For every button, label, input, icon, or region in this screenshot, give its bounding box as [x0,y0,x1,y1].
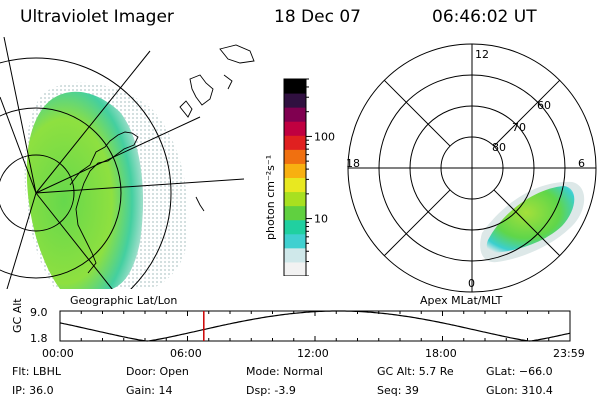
colorbar-unit-label: photon cm⁻²s⁻¹ [264,154,277,240]
info-dsp: Dsp: -3.9 [246,384,296,397]
mlat-label-80: 80 [492,141,506,154]
colorbar-cell [284,219,306,235]
info-ip: IP: 36.0 [12,384,54,397]
orbit-xtick-1200: 12:00 [297,347,329,360]
geographic-map [0,37,255,289]
info-glon: GLon: 310.4 [486,384,553,397]
mlt-label-0: 0 [468,277,475,290]
geo-map-label: Geographic Lat/Lon [70,294,178,307]
mlt-spoke [383,189,451,257]
polar-glow-region [486,186,575,253]
info-door: Door: Open [126,365,189,378]
colorbar-cell [284,163,306,178]
orbit-xtick-2359: 23:59 [553,347,585,360]
time-label: 06:46:02 UT [432,7,537,27]
colorbar-cell [284,247,306,263]
colorbar-cell [284,79,306,94]
info-flt: Flt: LBHL [12,365,61,378]
polar-label: Apex MLat/MLT [420,294,503,307]
mlt-label-12: 12 [475,48,489,61]
colorbar-cell [284,177,306,193]
mlt-spoke [493,79,561,147]
colorbar-cell [284,191,306,207]
info-seq: Seq: 39 [377,384,419,397]
polar-mlat-mlt-plot [347,43,597,293]
orbit-ytick-min: 1.8 [30,332,48,345]
geo-glow-region [26,91,144,289]
mlt-label-18: 18 [346,157,360,170]
info-gcalt: GC Alt: 5.7 Re [377,365,454,378]
colorbar-cell [284,121,306,136]
info-glat: GLat: −66.0 [486,365,553,378]
instrument-title: Ultraviolet Imager [20,7,174,27]
orbit-altitude-plot [59,310,571,342]
colorbar-cell [284,135,306,150]
mlt-label-6: 6 [578,157,585,170]
colorbar-cell [284,233,306,249]
colorbar-cell [284,261,306,276]
colorbar-cell [284,149,306,164]
orbit-xtick-0600: 06:00 [170,347,202,360]
orbit-ytick-max: 9.0 [30,306,48,319]
mlat-label-70: 70 [512,121,526,134]
colorbar-tick-label: 10 [314,213,328,226]
date-label: 18 Dec 07 [274,7,361,27]
info-gain: Gain: 14 [126,384,173,397]
colorbar-cell [284,205,306,221]
mlt-spoke [383,79,451,147]
orbit-xtick-0000: 00:00 [42,347,74,360]
orbit-xtick-1800: 18:00 [425,347,457,360]
colorbar-cell [284,93,306,108]
colorbar: 100 10 [283,78,335,276]
mlt-spoke [493,189,561,257]
info-mode: Mode: Normal [246,365,323,378]
colorbar-cell [284,107,306,122]
orbit-ylabel: GC Alt [11,298,24,333]
colorbar-tick-label: 100 [314,130,335,143]
mlat-label-60: 60 [537,99,551,112]
